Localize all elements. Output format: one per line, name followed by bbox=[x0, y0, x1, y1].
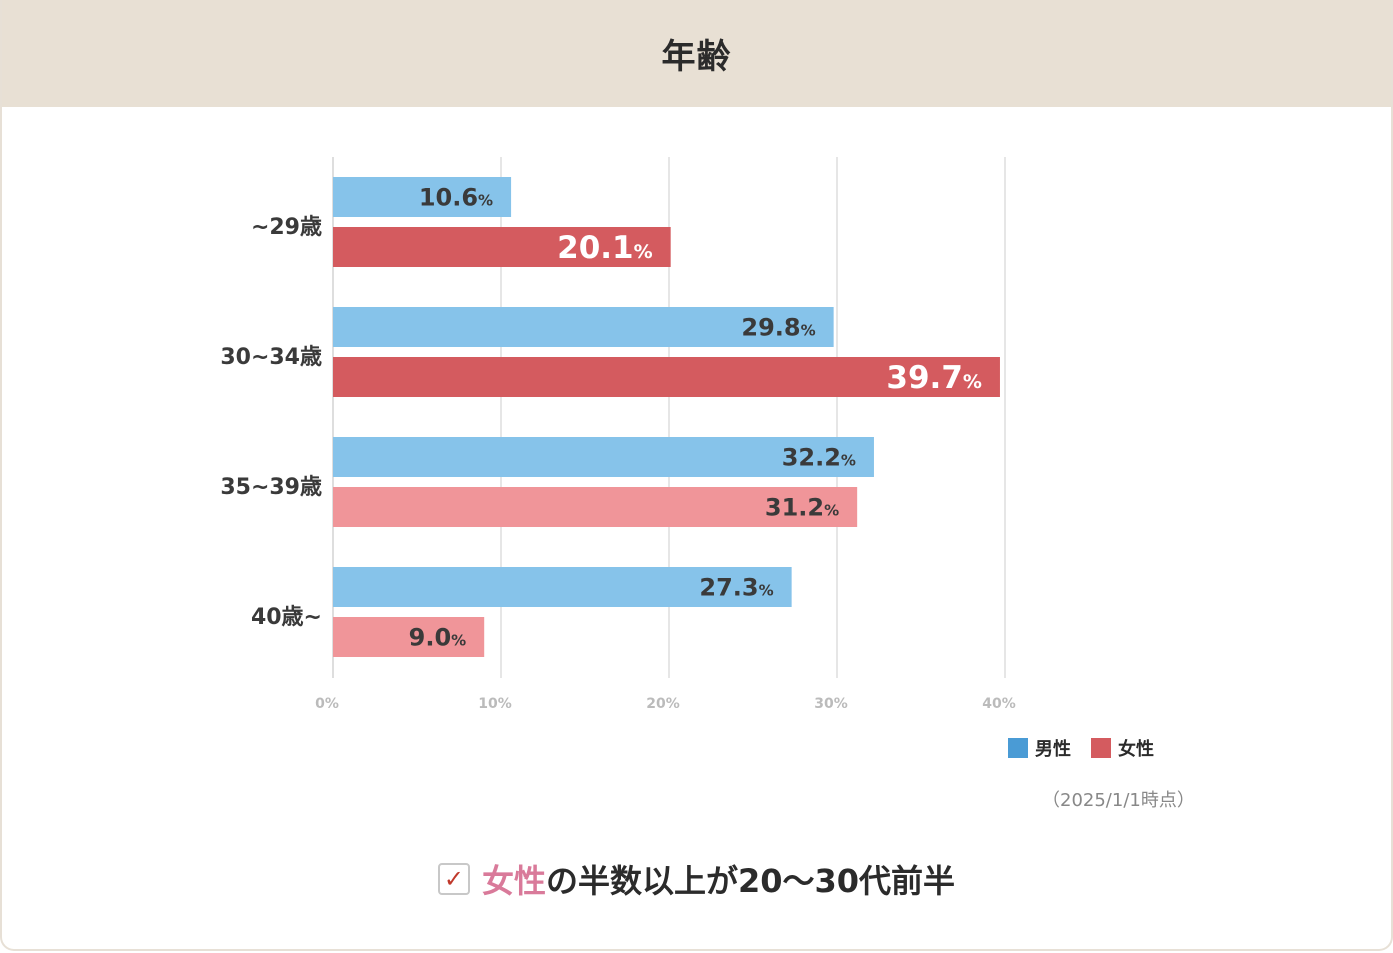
check-icon: ✓ bbox=[437, 863, 470, 895]
date-note: （2025/1/1時点） bbox=[1042, 790, 1195, 811]
category-label: ~29歳 bbox=[251, 215, 322, 240]
legend-item-female: 女性 bbox=[1091, 735, 1154, 761]
data-label: 29.8% bbox=[741, 314, 815, 342]
legend-label-male: 男性 bbox=[1035, 739, 1071, 760]
data-label: 10.6% bbox=[419, 184, 493, 212]
summary-line: ✓ 女性の半数以上が20〜30代前半 bbox=[2, 856, 1391, 902]
data-label: 9.0% bbox=[409, 624, 467, 652]
summary-rest: の半数以上が20〜30代前半 bbox=[545, 862, 956, 900]
data-label: 31.2% bbox=[765, 494, 839, 522]
bar-female bbox=[333, 227, 671, 267]
legend-item-male: 男性 bbox=[1008, 735, 1071, 761]
x-tick-label: 30% bbox=[814, 696, 848, 712]
card-header: 年齢 bbox=[2, 0, 1391, 107]
page-title: 年齢 bbox=[661, 37, 732, 77]
data-label: 20.1% bbox=[557, 230, 653, 266]
bar-chart: 0% 10% 20% 30% 40% ~29歳 10.6% 20.1% 30~34歳 29.8% 3… bbox=[220, 157, 1016, 712]
chart-legend: 男性 女性 bbox=[1008, 735, 1154, 761]
legend-label-female: 女性 bbox=[1118, 739, 1154, 760]
bar-female bbox=[333, 487, 858, 527]
data-label: 27.3% bbox=[699, 574, 773, 602]
category-label: 30~34歳 bbox=[220, 345, 322, 370]
bar-male bbox=[333, 307, 834, 347]
bar-male bbox=[333, 177, 512, 217]
bar-male bbox=[333, 437, 874, 477]
check-mark: ✓ bbox=[443, 865, 464, 893]
x-tick-label: 20% bbox=[646, 696, 680, 712]
legend-swatch-female bbox=[1091, 738, 1111, 758]
legend-swatch-male bbox=[1008, 738, 1028, 758]
category-label: 40歳~ bbox=[251, 605, 322, 630]
data-label: 39.7% bbox=[886, 360, 982, 396]
summary-text: 女性の半数以上が20〜30代前半 bbox=[482, 856, 955, 902]
data-label: 32.2% bbox=[782, 444, 856, 472]
summary-highlight: 女性 bbox=[481, 862, 546, 900]
x-tick-label: 0% bbox=[315, 696, 339, 712]
x-tick-label: 10% bbox=[478, 696, 512, 712]
bar-male bbox=[333, 567, 792, 607]
x-tick-label: 40% bbox=[982, 696, 1016, 712]
category-label: 35~39歳 bbox=[220, 475, 322, 500]
bar-female bbox=[333, 357, 1000, 397]
bar-female bbox=[333, 617, 485, 657]
